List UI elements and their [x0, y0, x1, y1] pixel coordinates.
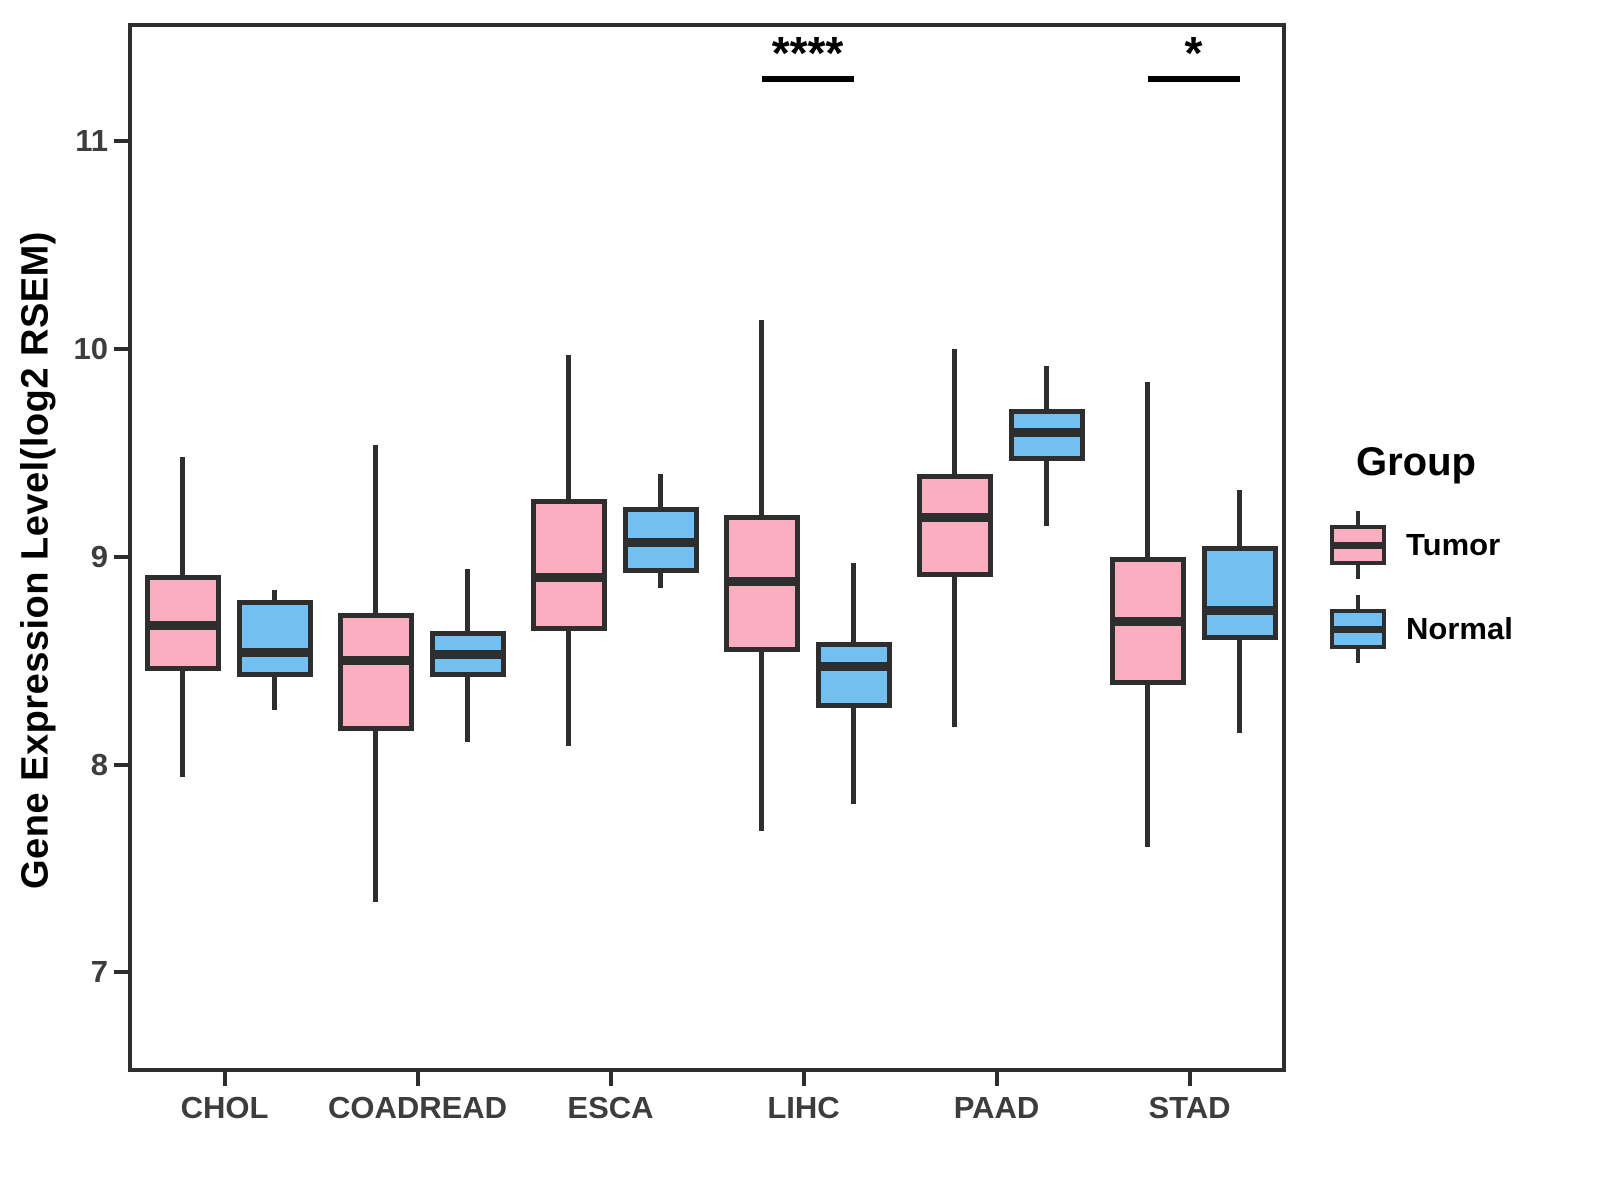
x-axis-label: ESCA: [567, 1090, 654, 1125]
lower-whisker-esca-normal: [658, 573, 663, 588]
median-stad-normal: [1201, 606, 1278, 616]
lower-whisker-chol-tumor: [180, 670, 185, 777]
box-esca-tumor: [530, 498, 607, 632]
normal-boxplot-glyph: [1330, 595, 1386, 663]
glyph-lower-whisker: [1356, 649, 1360, 663]
glyph-lower-whisker: [1356, 565, 1360, 579]
median-chol-normal: [236, 647, 313, 657]
significance-label-lihc: ****: [771, 27, 844, 79]
x-axis-label: STAD: [1148, 1090, 1231, 1125]
x-tick-mark: [801, 1072, 806, 1086]
x-tick-mark: [608, 1072, 613, 1086]
box-coadread-tumor: [337, 612, 414, 732]
box-paad-tumor: [916, 473, 993, 578]
lower-whisker-paad-normal: [1044, 461, 1049, 526]
lower-whisker-esca-tumor: [566, 631, 571, 746]
median-chol-tumor: [144, 620, 221, 630]
legend-entry-normal: Normal: [1320, 595, 1600, 663]
lower-whisker-chol-normal: [272, 677, 277, 711]
upper-whisker-stad-normal: [1237, 490, 1242, 547]
box-chol-normal: [236, 600, 313, 678]
significance-label-stad: *: [1184, 27, 1203, 79]
median-stad-tumor: [1109, 616, 1186, 626]
upper-whisker-lihc-tumor: [759, 319, 764, 516]
lower-whisker-stad-tumor: [1145, 685, 1150, 848]
legend-entry-label: Tumor: [1406, 527, 1501, 562]
y-tick-mark: [114, 347, 128, 352]
significance-bar-stad: [1147, 76, 1240, 82]
glyph-upper-whisker: [1356, 595, 1360, 609]
median-lihc-tumor: [723, 577, 800, 587]
legend-entry-tumor: Tumor: [1320, 511, 1600, 579]
x-tick-mark: [222, 1072, 227, 1086]
upper-whisker-esca-tumor: [566, 355, 571, 499]
y-tick-label: 11: [75, 123, 108, 159]
upper-whisker-stad-tumor: [1145, 382, 1150, 557]
y-tick-mark: [114, 762, 128, 767]
lower-whisker-coadread-normal: [465, 677, 470, 742]
upper-whisker-paad-tumor: [952, 348, 957, 474]
upper-whisker-chol-normal: [272, 589, 277, 601]
upper-whisker-chol-tumor: [180, 456, 185, 576]
median-coadread-tumor: [337, 656, 414, 666]
plot-panel: **** *: [128, 23, 1286, 1072]
y-tick-mark: [114, 554, 128, 559]
median-lihc-normal: [815, 662, 892, 672]
x-axis-label: LIHC: [767, 1090, 840, 1125]
x-tick-mark: [994, 1072, 999, 1086]
y-tick-label: 9: [90, 538, 108, 574]
legend-entry-label: Normal: [1406, 611, 1513, 646]
lower-whisker-lihc-tumor: [759, 652, 764, 831]
lower-whisker-coadread-tumor: [373, 731, 378, 902]
glyph-upper-whisker: [1356, 511, 1360, 525]
upper-whisker-lihc-normal: [851, 562, 856, 642]
median-paad-normal: [1008, 427, 1085, 437]
median-paad-tumor: [916, 512, 993, 522]
box-lihc-normal: [815, 641, 892, 709]
lower-whisker-lihc-normal: [851, 708, 856, 804]
median-esca-tumor: [530, 572, 607, 582]
legend-title: Group: [1356, 440, 1476, 484]
tumor-boxplot-glyph: [1330, 511, 1386, 579]
lower-whisker-stad-normal: [1237, 639, 1242, 734]
x-axis-label: CHOL: [180, 1090, 269, 1125]
box-stad-normal: [1201, 546, 1278, 640]
glyph-median: [1330, 626, 1386, 633]
x-tick-mark: [1187, 1072, 1192, 1086]
upper-whisker-coadread-tumor: [373, 444, 378, 613]
x-axis-label: COADREAD: [327, 1090, 508, 1125]
median-coadread-normal: [429, 649, 506, 659]
y-tick-mark: [114, 139, 128, 144]
x-tick-mark: [415, 1072, 420, 1086]
upper-whisker-esca-normal: [658, 473, 663, 507]
upper-whisker-paad-normal: [1044, 365, 1049, 410]
y-tick-mark: [114, 970, 128, 975]
legend: Group Tumor Normal: [1320, 440, 1600, 679]
y-tick-label: 8: [90, 746, 108, 782]
lower-whisker-paad-tumor: [952, 577, 957, 727]
y-tick-label: 7: [90, 954, 108, 990]
glyph-median: [1330, 542, 1386, 549]
x-axis-label: PAAD: [953, 1090, 1040, 1125]
upper-whisker-coadread-normal: [465, 569, 470, 632]
y-tick-label: 10: [73, 331, 108, 367]
significance-bar-lihc: [761, 76, 854, 82]
median-esca-normal: [622, 537, 699, 547]
